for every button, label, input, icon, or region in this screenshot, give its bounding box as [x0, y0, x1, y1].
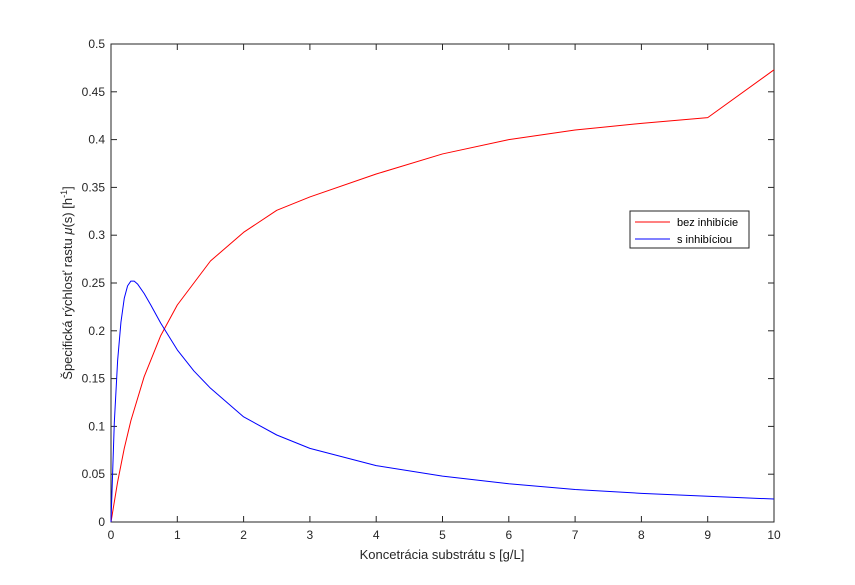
plot-area	[110, 43, 775, 523]
x-tick-label: 1	[174, 528, 181, 542]
series-line-0	[110, 69, 775, 523]
y-tick-label: 0.05	[82, 467, 106, 481]
x-tick-label: 2	[240, 528, 247, 542]
x-tick-label: 8	[638, 528, 645, 542]
y-axis-label-prefix: Špecifická rýchlosť rastu	[60, 235, 75, 380]
x-tick-label: 3	[307, 528, 314, 542]
y-tick-label: 0.2	[88, 324, 105, 338]
x-tick-label: 10	[767, 528, 781, 542]
legend-label-bez-inhibicie: bez inhibície	[677, 217, 738, 229]
legend-label-s-inhibiciou: s inhibíciou	[677, 234, 732, 246]
series-line-1	[110, 280, 775, 523]
x-tick-label: 4	[373, 528, 380, 542]
legend-box	[629, 210, 750, 249]
y-tick-label: 0.3	[88, 228, 105, 242]
x-axis-label: Koncetrácia substrátu s [g/L]	[360, 547, 525, 562]
y-tick-label: 0.25	[82, 276, 106, 290]
y-tick-label: 0.1	[88, 419, 105, 433]
y-tick-label: 0	[98, 515, 105, 529]
y-axis-label-symbol: μ	[60, 228, 75, 236]
y-tick-label: 0.45	[82, 85, 106, 99]
x-tick-label: 5	[439, 528, 446, 542]
y-axis-label-suffix: ]	[60, 186, 75, 190]
x-tick-label: 9	[704, 528, 711, 542]
x-tick-label: 6	[505, 528, 512, 542]
y-tick-label: 0.15	[82, 372, 106, 386]
y-tick-label: 0.5	[88, 37, 105, 51]
ticks: 0 1 2 3 4 5 6 7 8 9 10 0 0.05 0.1 0.15 0.2 0.25 0.3 0.35 0.…	[82, 37, 781, 542]
series-layer	[110, 69, 775, 523]
legend: bez inhibície s inhibíciou	[629, 210, 750, 249]
y-axis-label: Špecifická rýchlosť rastu μ(s) [h-1]	[59, 186, 75, 379]
y-tick-label: 0.35	[82, 180, 106, 194]
y-axis-label-middle: (s) [h	[60, 198, 75, 228]
y-tick-label: 0.4	[88, 133, 105, 147]
x-tick-label: 0	[108, 528, 115, 542]
y-axis-label-superscript: -1	[59, 190, 69, 198]
x-tick-label: 7	[572, 528, 579, 542]
